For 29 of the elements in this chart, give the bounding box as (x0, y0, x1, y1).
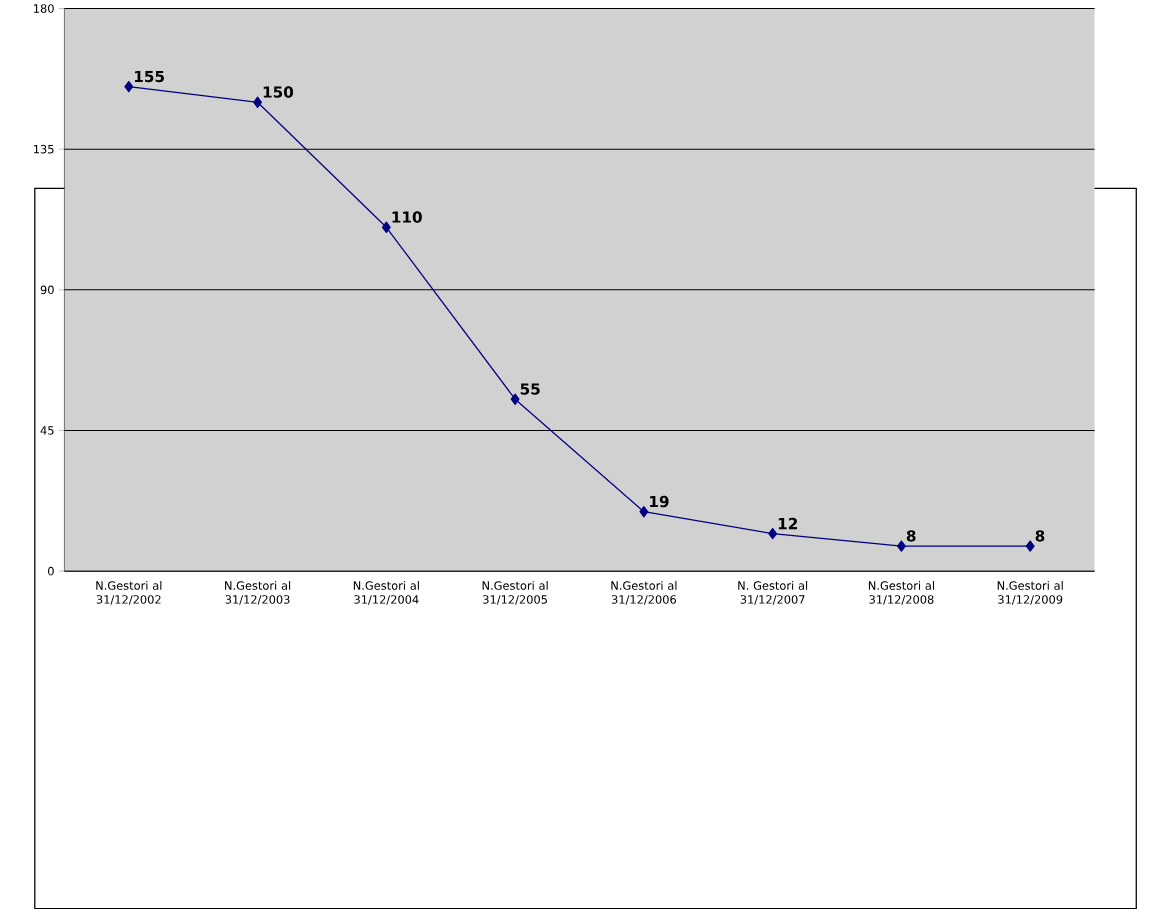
data-label: 12 (778, 517, 797, 529)
y-tick-label: 180 (34, 4, 54, 13)
data-label: 150 (263, 86, 294, 98)
y-tick-label: 45 (40, 426, 54, 435)
point (768, 527, 778, 540)
x-tick-label: N.Gestori al 31/12/2008 (868, 580, 934, 605)
data-label: 110 (392, 211, 422, 223)
point (381, 221, 391, 233)
x-tick-label: N.Gestori al 31/12/2002 (96, 580, 162, 605)
data-label: 155 (134, 70, 164, 83)
data-label: 8 (1035, 529, 1045, 542)
point (510, 393, 520, 405)
data-label: 19 (650, 495, 669, 508)
x-tick-label: N. Gestori al 31/12/2007 (738, 580, 808, 605)
x-tick-label: N.Gestori al 31/12/2005 (482, 580, 548, 605)
point (639, 505, 649, 518)
data-label: 55 (520, 383, 540, 395)
x-tick-label: N.Gestori al 31/12/2004 (353, 580, 419, 605)
point (253, 96, 263, 108)
x-tick-label: N.Gestori al 31/12/2003 (225, 580, 291, 605)
point (1025, 540, 1035, 552)
y-tick-label: 135 (34, 144, 54, 154)
x-tick-label: N.Gestori al 31/12/2006 (611, 580, 677, 605)
y-tick-label: 0 (48, 566, 54, 576)
data-label: 8 (906, 529, 916, 542)
point (124, 80, 134, 93)
y-tick-label: 90 (40, 285, 54, 294)
x-tick-label: N.Gestori al 31/12/2009 (997, 580, 1063, 605)
point (896, 540, 906, 552)
